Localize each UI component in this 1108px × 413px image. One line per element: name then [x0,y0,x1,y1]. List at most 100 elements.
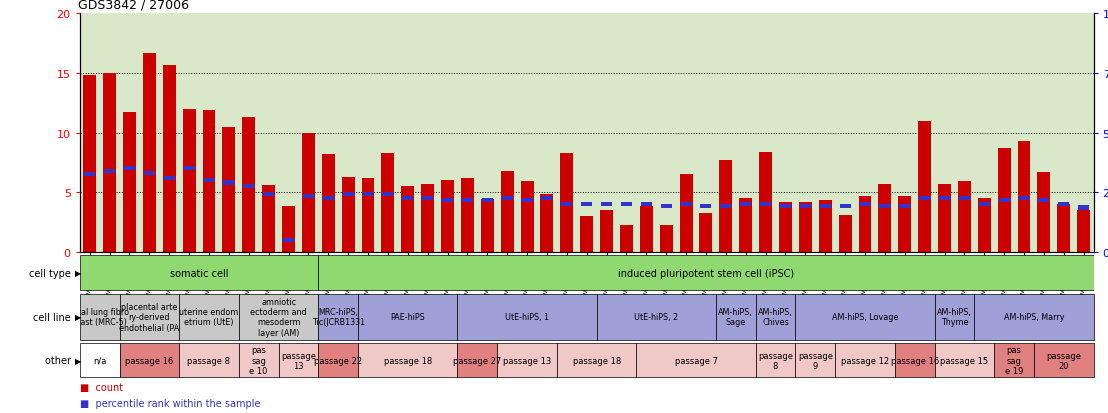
Bar [163,66,176,252]
Text: fetal lung fibro
blast (MRC-5): fetal lung fibro blast (MRC-5) [70,307,130,327]
Bar [458,344,497,377]
Bar [224,181,234,185]
Bar [756,294,796,340]
Bar [358,344,458,377]
Bar [123,113,136,252]
Bar [203,111,215,252]
Text: amniotic
ectoderm and
mesoderm
layer (AM): amniotic ectoderm and mesoderm layer (AM… [250,297,307,337]
Text: passage 16: passage 16 [125,356,174,365]
Bar [80,344,120,377]
Text: cell type: cell type [29,268,74,278]
Bar [482,199,493,203]
Bar [895,344,934,377]
Bar [840,205,851,209]
Text: uterine endom
etrium (UtE): uterine endom etrium (UtE) [179,307,238,327]
Bar [522,199,533,203]
Text: passage 15: passage 15 [941,356,988,365]
Bar [800,205,811,209]
Bar [756,344,796,377]
Bar [302,194,314,198]
Bar [680,202,691,206]
Bar [143,54,156,252]
Bar [83,76,96,252]
Bar [104,169,115,173]
Text: AM-hiPS, Marry: AM-hiPS, Marry [1004,313,1064,321]
Bar [977,199,991,252]
Bar [361,178,375,252]
Text: UtE-hiPS, 2: UtE-hiPS, 2 [634,313,678,321]
Bar [716,294,756,340]
Bar [441,181,454,252]
Bar [301,133,315,252]
Bar [779,202,792,252]
Bar [342,193,353,197]
Bar [1034,344,1094,377]
Text: AM-hiPS,
Chives: AM-hiPS, Chives [758,307,793,327]
Bar [264,193,274,197]
Bar [859,196,872,252]
Bar [699,214,712,252]
Bar [820,205,831,209]
Bar [124,167,135,171]
Bar [318,344,358,377]
Bar [1017,142,1030,252]
Bar [720,205,731,209]
Bar [442,199,453,203]
Bar [934,294,974,340]
Bar [283,207,295,252]
Bar [103,74,116,252]
Bar [997,149,1010,252]
Bar [760,202,771,206]
Bar [1077,210,1090,252]
Text: passage
8: passage 8 [758,351,793,370]
Bar [582,202,592,206]
Bar [183,109,196,252]
Text: UtE-hiPS, 1: UtE-hiPS, 1 [505,313,550,321]
Text: passage 7: passage 7 [675,356,718,365]
Bar [796,294,934,340]
Bar [541,195,553,252]
Bar [880,205,891,209]
Bar [860,202,871,206]
Bar [1037,172,1050,252]
Text: passage 12: passage 12 [841,356,889,365]
Bar [958,182,971,252]
Text: AM-hiPS,
Sage: AM-hiPS, Sage [718,307,753,327]
Bar [739,199,752,252]
Text: placental arte
ry-derived
endothelial (PA: placental arte ry-derived endothelial (P… [120,302,179,332]
Bar [839,215,852,252]
Bar [700,205,711,209]
Bar [679,175,692,252]
Text: AM-hiPS, Lovage: AM-hiPS, Lovage [832,313,899,321]
Bar [401,187,414,252]
Bar [184,167,195,171]
Bar [796,344,835,377]
Bar [542,197,553,201]
Bar [620,226,633,252]
Text: pas
sag
e 10: pas sag e 10 [249,346,268,375]
Bar [179,344,239,377]
Bar [620,202,632,206]
Bar [1018,197,1029,201]
Bar [639,207,653,252]
Bar [1038,199,1049,203]
Bar [341,177,355,252]
Bar [835,344,895,377]
Bar [462,199,473,203]
Text: passage 8: passage 8 [187,356,230,365]
Text: passage 18: passage 18 [383,356,432,365]
Text: ■  count: ■ count [80,382,123,392]
Bar [283,238,294,242]
Bar [80,256,318,290]
Bar [660,205,671,209]
Text: passage
9: passage 9 [798,351,833,370]
Bar [278,344,318,377]
Bar [920,197,930,201]
Bar [422,197,433,201]
Bar [421,184,434,252]
Bar [919,121,931,252]
Bar [458,294,596,340]
Bar [243,118,255,252]
Text: ▶: ▶ [75,356,82,365]
Text: somatic cell: somatic cell [170,268,228,278]
